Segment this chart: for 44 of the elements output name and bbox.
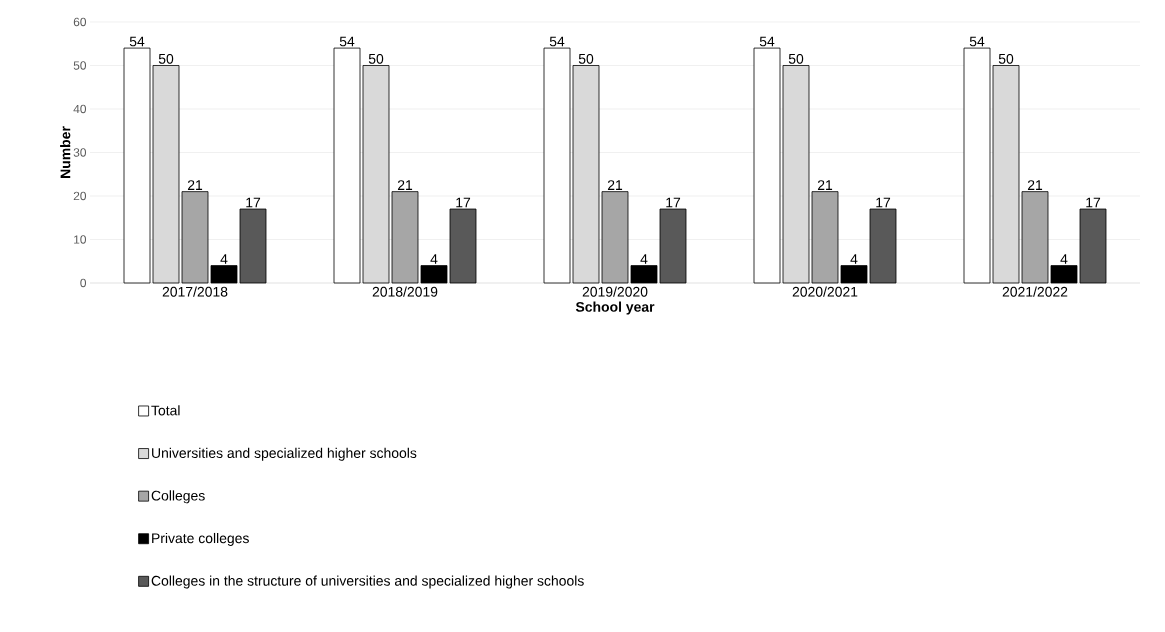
data-label: 4 <box>640 254 648 264</box>
x-tick-label: 2018/2019 <box>372 286 438 297</box>
x-axis-title: School year <box>575 301 655 315</box>
y-tick-label: 20 <box>73 191 87 201</box>
data-label: 21 <box>1027 180 1043 190</box>
legend-label: Total <box>151 405 180 416</box>
data-label: 17 <box>246 197 261 208</box>
data-label: 54 <box>969 36 985 47</box>
data-label: 4 <box>850 254 858 264</box>
data-label: 4 <box>220 254 228 264</box>
data-label: 50 <box>998 53 1014 64</box>
x-tick-label: 2017/2018 <box>162 286 228 297</box>
data-label: 17 <box>876 197 891 208</box>
y-tick-label: 60 <box>73 17 87 27</box>
data-label: 17 <box>456 197 471 208</box>
data-label: 54 <box>759 36 775 47</box>
data-label: 54 <box>339 36 355 47</box>
x-tick-label: 2019/2020 <box>582 286 648 297</box>
data-label: 54 <box>549 36 565 47</box>
data-label: 54 <box>129 36 145 47</box>
y-tick-label: 50 <box>73 61 87 70</box>
y-axis-title: Number <box>60 126 71 178</box>
data-label: 50 <box>578 53 594 64</box>
legend-label: Private colleges <box>152 532 249 546</box>
data-label: 50 <box>158 53 174 64</box>
data-label: 17 <box>1086 197 1101 208</box>
x-tick-label: 2021/2022 <box>1002 286 1068 297</box>
y-tick-label: 0 <box>80 278 87 288</box>
y-tick-label: 40 <box>73 104 87 114</box>
data-label: 17 <box>666 197 681 208</box>
data-label: 4 <box>430 254 438 264</box>
legend-label: Universities and specialized higher schools <box>152 447 417 461</box>
data-label: 21 <box>607 180 623 190</box>
data-label: 4 <box>1060 254 1068 264</box>
y-tick-label: 30 <box>73 148 87 157</box>
data-label: 50 <box>368 53 384 64</box>
data-label: 21 <box>397 180 413 190</box>
data-label: 21 <box>187 180 203 190</box>
x-tick-label: 2020/2021 <box>792 286 858 297</box>
data-label: 50 <box>788 53 804 64</box>
legend-label: Colleges in the structure of universities and specialized higher schools <box>151 575 584 589</box>
data-label: 21 <box>817 180 833 190</box>
y-tick-label: 10 <box>74 235 87 244</box>
legend-label: Colleges <box>151 490 205 504</box>
